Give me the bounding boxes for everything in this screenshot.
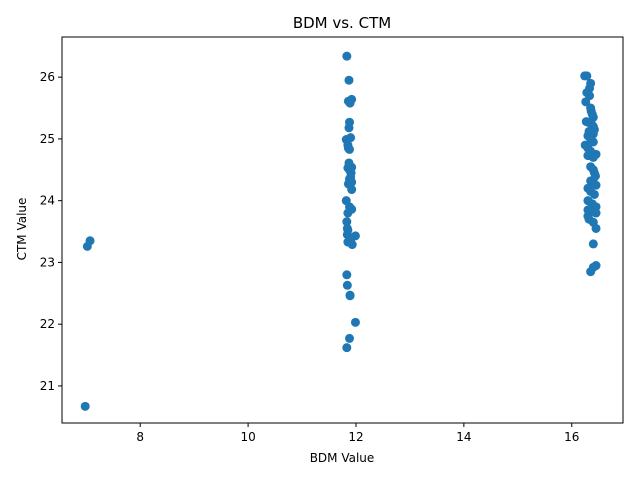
data-point: [344, 75, 354, 85]
y-tick-label: 23: [40, 255, 55, 269]
data-point: [588, 239, 598, 249]
y-axis-ticks: 21 22 23 24 25 26: [40, 70, 62, 393]
data-point: [345, 144, 355, 154]
y-tick-label: 25: [40, 132, 55, 146]
data-point: [345, 333, 355, 343]
x-tick-label: 10: [240, 430, 255, 444]
x-tick-label: 8: [136, 430, 144, 444]
x-axis-ticks: 8 10 12 14 16: [136, 423, 579, 444]
data-point: [342, 343, 352, 353]
data-point: [591, 223, 601, 233]
y-tick-label: 24: [40, 194, 55, 208]
data-point: [588, 152, 598, 162]
x-tick-label: 12: [348, 430, 363, 444]
y-tick-label: 26: [40, 70, 55, 84]
data-point: [347, 94, 357, 104]
data-point: [80, 401, 90, 411]
data-point: [85, 236, 95, 246]
data-point: [588, 137, 598, 147]
data-point: [342, 51, 352, 61]
y-tick-label: 21: [40, 379, 55, 393]
data-point: [582, 71, 592, 81]
data-point: [589, 189, 599, 199]
data-point: [345, 291, 355, 301]
data-point: [347, 185, 357, 195]
y-tick-label: 22: [40, 317, 55, 331]
y-axis-label: CTM Value: [15, 198, 29, 261]
x-axis-label: BDM Value: [310, 451, 375, 465]
data-point: [342, 270, 352, 280]
data-point: [591, 208, 601, 218]
data-point: [581, 97, 591, 107]
data-point: [343, 208, 353, 218]
x-tick-label: 14: [456, 430, 471, 444]
chart-title: BDM vs. CTM: [293, 14, 391, 32]
data-point: [347, 240, 357, 250]
data-point: [344, 123, 354, 133]
data-point: [350, 317, 360, 327]
data-point: [586, 267, 596, 277]
data-point: [346, 133, 356, 143]
plot-frame: [61, 36, 624, 424]
data-point: [342, 280, 352, 290]
data-point: [591, 180, 601, 190]
data-point: [342, 217, 352, 227]
x-tick-label: 16: [564, 430, 579, 444]
data-points: [80, 51, 601, 411]
